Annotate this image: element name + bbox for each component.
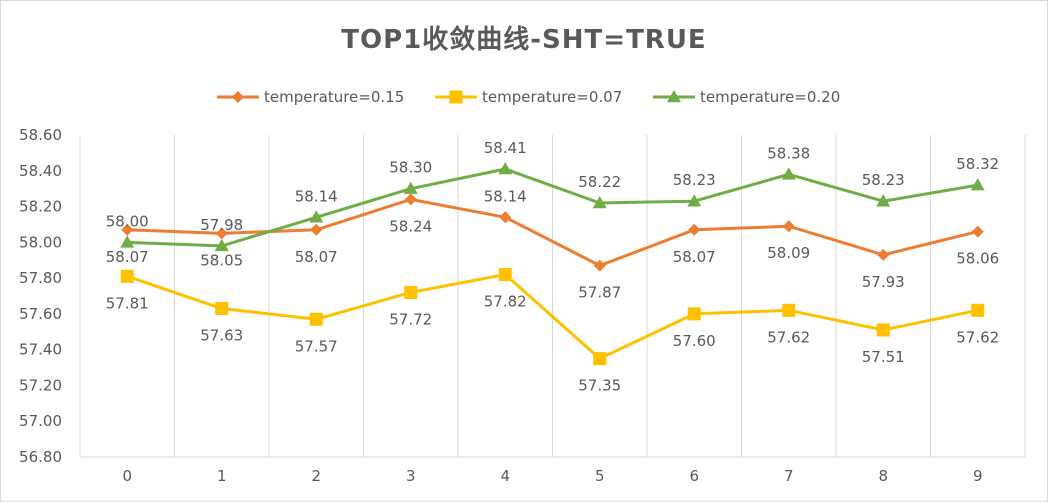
- series-2-line: [127, 167, 979, 248]
- x-tick-label: 3: [406, 467, 416, 485]
- series-2-data-label: 58.00: [106, 212, 149, 230]
- series-0-point: [688, 223, 701, 236]
- series-1-point: [449, 90, 463, 104]
- series-2-point: [876, 194, 891, 207]
- legend-entry-0: temperature=0.15: [264, 88, 404, 106]
- series-0-data-label: 58.09: [767, 244, 810, 262]
- y-tick-label: 58.40: [19, 162, 62, 180]
- series-1-point: [687, 307, 701, 321]
- series-1-data-label: 57.35: [578, 377, 621, 395]
- series-0-data-label: 57.93: [862, 273, 905, 291]
- y-tick-label: 57.80: [19, 269, 62, 287]
- series-0-point: [232, 91, 244, 103]
- series-0-data-label: 58.07: [673, 248, 716, 266]
- series-1-point: [593, 352, 607, 366]
- series-0-data-label: 58.07: [295, 248, 338, 266]
- series-2-point: [498, 161, 513, 175]
- series-0-data-label: 58.07: [106, 248, 149, 266]
- y-tick-label: 58.20: [19, 198, 62, 216]
- series-2-point: [403, 181, 418, 194]
- series-2-data-label: 58.23: [862, 171, 905, 189]
- legend-entry-2: temperature=0.20: [700, 88, 840, 106]
- x-tick-label: 1: [217, 467, 227, 485]
- y-tick-label: 58.00: [19, 233, 62, 251]
- series-1-line: [126, 273, 979, 361]
- series-1-point: [876, 323, 890, 337]
- series-0-point: [404, 193, 417, 206]
- series-2-point: [687, 194, 702, 207]
- series-1-point: [404, 285, 418, 299]
- x-tick-label: 6: [689, 467, 699, 485]
- series-1-data-label: 57.72: [389, 310, 432, 328]
- series-2-data-label: 58.22: [578, 173, 621, 191]
- series-0-point: [215, 227, 228, 240]
- series-1-data-label: 57.82: [484, 293, 527, 311]
- x-tick-label: 9: [973, 467, 983, 485]
- series-0-point: [121, 223, 134, 236]
- series-1-point: [498, 268, 512, 282]
- x-tick-label: 7: [784, 467, 794, 485]
- series-1-point: [309, 312, 323, 326]
- series-1-data-label: 57.51: [862, 348, 905, 366]
- y-tick-label: 57.20: [19, 376, 62, 394]
- series-2-point: [214, 238, 229, 252]
- series-2-data-label: 58.38: [767, 144, 810, 162]
- series-2-data-label: 57.98: [200, 216, 243, 234]
- series-1-point: [120, 269, 134, 283]
- y-tick-label: 57.40: [19, 341, 62, 359]
- series-0-point: [499, 211, 512, 224]
- series-1-data-label: 57.60: [673, 332, 716, 350]
- series-0-point: [310, 223, 323, 236]
- series-2-point: [667, 90, 681, 103]
- series-1-data-label: 57.62: [767, 328, 810, 346]
- series-1-data-label: 57.63: [200, 327, 243, 345]
- series-1-point: [971, 303, 985, 317]
- series-0-data-label: 58.14: [484, 187, 527, 205]
- series-2-point: [309, 210, 324, 223]
- y-tick-label: 57.00: [19, 412, 62, 430]
- series-1-point: [782, 303, 796, 317]
- series-0-data-label: 57.87: [578, 284, 621, 302]
- x-tick-label: 0: [122, 467, 132, 485]
- series-2-point: [781, 167, 796, 180]
- series-0-point: [877, 248, 890, 261]
- y-tick-label: 56.80: [19, 448, 62, 466]
- y-tick-label: 57.60: [19, 305, 62, 323]
- series-2-data-label: 58.41: [484, 139, 527, 157]
- series-0-data-label: 58.24: [389, 217, 432, 235]
- series-1-data-label: 57.57: [295, 337, 338, 355]
- x-tick-label: 5: [595, 467, 605, 485]
- series-0-point: [971, 225, 984, 238]
- series-1-data-label: 57.81: [106, 294, 149, 312]
- series-1-data-label: 57.62: [956, 328, 999, 346]
- series-2-data-label: 58.32: [956, 155, 999, 173]
- x-tick-label: 4: [500, 467, 510, 485]
- series-2-data-label: 58.14: [295, 187, 338, 205]
- series-2-data-label: 58.30: [389, 159, 432, 177]
- chart-title: TOP1收敛曲线-SHT=TRUE: [341, 25, 707, 55]
- series-2-point: [970, 178, 985, 191]
- x-tick-label: 8: [878, 467, 888, 485]
- series-0-data-label: 58.06: [956, 250, 999, 268]
- series-2-point: [120, 235, 135, 248]
- series-0-point: [593, 259, 606, 272]
- series-1-point: [215, 302, 229, 316]
- y-tick-label: 58.60: [19, 126, 62, 144]
- x-tick-label: 2: [311, 467, 321, 485]
- series-0-point: [782, 220, 795, 233]
- legend-entry-1: temperature=0.07: [482, 88, 622, 106]
- series-2-data-label: 58.23: [673, 171, 716, 189]
- series-2-point: [592, 195, 607, 209]
- series-0-data-label: 58.05: [200, 251, 243, 269]
